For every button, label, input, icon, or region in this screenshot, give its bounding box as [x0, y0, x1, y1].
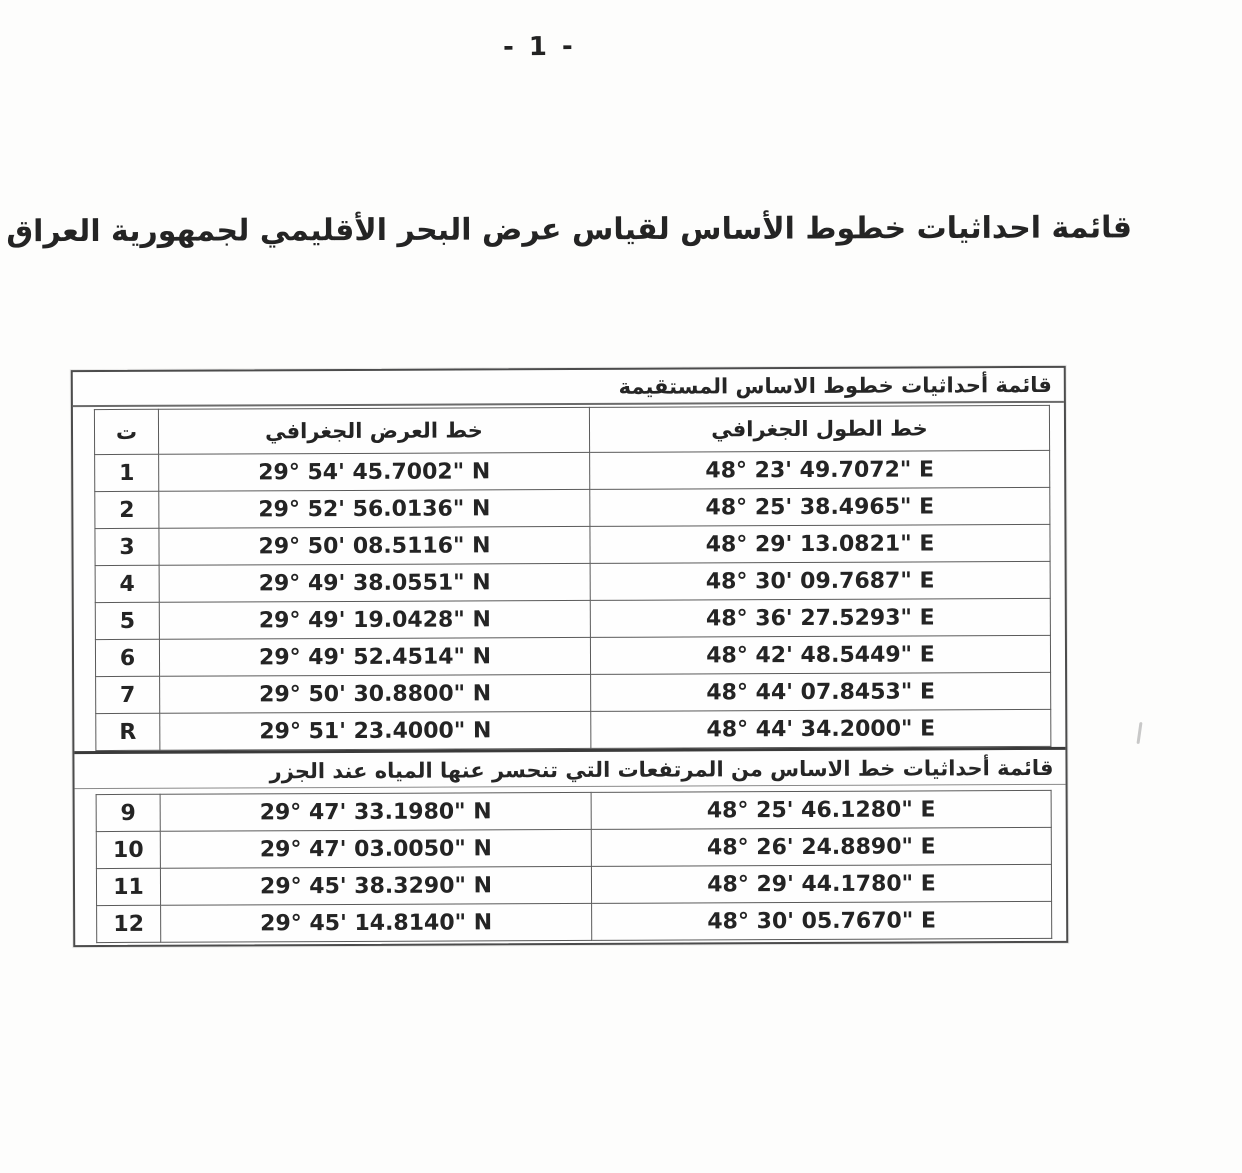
latitude-cell: 29° 50' 08.5116" N — [158, 526, 591, 566]
table-row: 3 29° 50' 08.5116" N 48° 29' 13.0821" E — [94, 524, 1051, 566]
row-number-cell: 7 — [95, 676, 160, 714]
latitude-cell: 29° 49' 38.0551" N — [159, 563, 591, 603]
latitude-cell: 29° 45' 14.8140" N — [160, 903, 592, 943]
table-row: 7 29° 50' 30.8800" N 48° 44' 07.8453" E — [95, 672, 1051, 714]
longitude-cell: 48° 25' 46.1280" E — [591, 790, 1052, 830]
latitude-cell: 29° 47' 03.0050" N — [160, 829, 592, 869]
table-row: R 29° 51' 23.4000" N 48° 44' 34.2000" E — [95, 709, 1051, 751]
longitude-cell: 48° 30' 05.7670" E — [591, 901, 1052, 941]
row-number-cell: 9 — [96, 794, 161, 832]
row-number-cell: 10 — [96, 831, 161, 869]
stray-scan-mark — [1136, 721, 1143, 745]
row-number-cell: 3 — [94, 528, 160, 566]
latitude-cell: 29° 49' 52.4514" N — [159, 637, 591, 677]
row-number-cell: 2 — [94, 491, 159, 529]
table-row: 12 29° 45' 14.8140" N 48° 30' 05.7670" E — [96, 901, 1052, 943]
straight-baselines-section-title: قائمة أحداثيات خطوط الاساس المستقيمة — [72, 367, 1064, 408]
row-number-cell: R — [95, 713, 160, 751]
table-row: 6 29° 49' 52.4514" N 48° 42' 48.5449" E — [95, 635, 1051, 677]
longitude-cell: 48° 30' 09.7687" E — [590, 561, 1051, 601]
longitude-cell: 48° 29' 44.1780" E — [591, 864, 1052, 904]
lowtide-elevations-table: 9 29° 47' 33.1980" N 48° 25' 46.1280" E … — [96, 790, 1053, 943]
latitude-cell: 29° 47' 33.1980" N — [160, 792, 592, 832]
row-number-cell: 11 — [96, 868, 161, 906]
table-row: 2 29° 52' 56.0136" N 48° 25' 38.4965" E — [94, 487, 1050, 529]
longitude-cell: 48° 29' 13.0821" E — [589, 524, 1051, 564]
table-row: 5 29° 49' 19.0428" N 48° 36' 27.5293" E — [95, 598, 1051, 640]
page-number: - 1 - — [502, 31, 576, 63]
latitude-cell: 29° 45' 38.3290" N — [160, 866, 592, 906]
row-number-cell: 4 — [95, 565, 160, 603]
column-header-longitude: خط الطول الجغرافي — [589, 405, 1050, 453]
latitude-cell: 29° 52' 56.0136" N — [158, 489, 590, 529]
row-number-cell: 1 — [94, 454, 159, 492]
lowtide-elevations-section-title: قائمة أحداثيات خط الاساس من المرتفعات ال… — [74, 746, 1066, 790]
table-row: 9 29° 47' 33.1980" N 48° 25' 46.1280" E — [96, 790, 1052, 832]
row-number-cell: 12 — [96, 905, 161, 943]
column-header-latitude: خط العرض الجغرافي — [158, 407, 590, 455]
latitude-cell: 29° 49' 19.0428" N — [159, 600, 591, 640]
longitude-cell: 48° 42' 48.5449" E — [590, 635, 1051, 675]
row-number-cell: 5 — [95, 602, 160, 640]
table-row: 4 29° 49' 38.0551" N 48° 30' 09.7687" E — [95, 561, 1051, 603]
longitude-cell: 48° 44' 07.8453" E — [590, 672, 1051, 712]
straight-baselines-table: ت خط العرض الجغرافي خط الطول الجغرافي 1 … — [94, 405, 1051, 751]
column-header-index: ت — [94, 409, 159, 455]
longitude-cell: 48° 44' 34.2000" E — [590, 709, 1051, 749]
table-header-row: ت خط العرض الجغرافي خط الطول الجغرافي — [94, 405, 1050, 455]
coordinates-table-container: قائمة أحداثيات خطوط الاساس المستقيمة ت خ… — [70, 365, 1069, 948]
longitude-cell: 48° 23' 49.7072" E — [589, 450, 1050, 490]
longitude-cell: 48° 26' 24.8890" E — [591, 827, 1052, 867]
latitude-cell: 29° 54' 45.7002" N — [158, 452, 590, 492]
table-row: 1 29° 54' 45.7002" N 48° 23' 49.7072" E — [94, 450, 1050, 492]
latitude-cell: 29° 50' 30.8800" N — [159, 674, 591, 714]
row-number-cell: 6 — [95, 639, 160, 677]
latitude-cell: 29° 51' 23.4000" N — [159, 711, 591, 751]
table-row: 10 29° 47' 03.0050" N 48° 26' 24.8890" E — [96, 827, 1052, 869]
document-title: قائمة احداثيات خطوط الأساس لقياس عرض الب… — [6, 210, 1133, 250]
longitude-cell: 48° 36' 27.5293" E — [590, 598, 1051, 638]
longitude-cell: 48° 25' 38.4965" E — [589, 487, 1050, 527]
table-row: 11 29° 45' 38.3290" N 48° 29' 44.1780" E — [96, 864, 1052, 906]
